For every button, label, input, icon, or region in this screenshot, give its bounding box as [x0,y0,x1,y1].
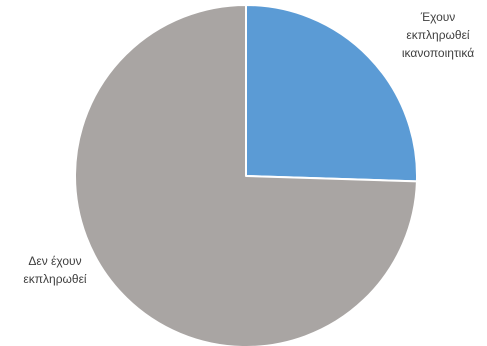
slice-label-line: εκπληρωθεί [406,28,470,42]
slice-labels: Έχουν εκπληρωθεί ικανοποιητικά Δεν έχουν εκπ… [23,10,474,286]
slice-label-1: Έχουν εκπληρωθεί ικανοποιητικά [402,10,474,60]
slice-label-line: ικανοποιητικά [402,46,474,60]
pie-slices [74,4,418,346]
slice-label-line: Έχουν [420,10,456,24]
pie-slice-1 [245,4,418,183]
slice-label-2: Δεν έχουν εκπληρωθεί [23,254,87,286]
slice-label-line: εκπληρωθεί [23,272,87,286]
pie-slice-2 [74,4,418,346]
slice-label-line: Δεν έχουν [28,254,81,268]
